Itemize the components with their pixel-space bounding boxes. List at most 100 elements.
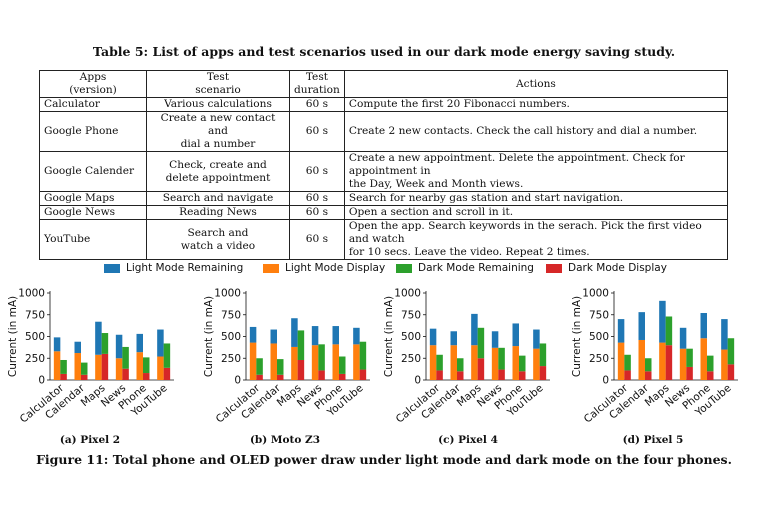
- cell-actions: Open the app. Search keywords in the ser…: [344, 220, 727, 260]
- bar-dark-display: [164, 368, 171, 380]
- header-duration: Test duration: [290, 71, 345, 98]
- bar-light-display: [250, 343, 257, 380]
- legend-label: Light Mode Display: [285, 262, 385, 274]
- bar-dark-remaining: [298, 330, 305, 360]
- cell-actions: Create a new appointment. Delete the app…: [344, 152, 727, 192]
- bar-light-display: [54, 351, 61, 380]
- bar-light-remaining: [54, 337, 61, 351]
- y-tick-label: 0: [234, 375, 241, 387]
- table-row: Google News Reading News 60 s Open a sec…: [40, 206, 728, 220]
- cell-scenario: Create a new contact and dial a number: [147, 112, 290, 152]
- bar-light-display: [116, 358, 123, 380]
- bar-dark-display: [707, 371, 714, 380]
- bar-light-display: [451, 345, 458, 380]
- bar-light-remaining: [333, 326, 340, 344]
- cell-scenario: Search and watch a video: [147, 220, 290, 260]
- y-tick-label: 750: [401, 309, 421, 321]
- bar-light-display: [492, 348, 499, 380]
- header-apps: Apps (version): [40, 71, 147, 98]
- cell-duration: 60 s: [290, 192, 345, 206]
- legend-swatch: [396, 264, 412, 273]
- bar-light-remaining: [721, 319, 728, 349]
- y-axis-label: Current (in mA): [383, 296, 395, 377]
- bar-light-display: [271, 343, 278, 380]
- chart-pixel-2: Current (in mA)02505007501000CalculatorC…: [2, 282, 180, 432]
- y-tick-label: 1000: [18, 288, 45, 300]
- bar-dark-remaining: [519, 356, 526, 372]
- bar-dark-display: [624, 370, 631, 380]
- bar-dark-display: [645, 371, 652, 380]
- bar-dark-display: [498, 370, 505, 380]
- cell-duration: 60 s: [290, 206, 345, 220]
- bar-dark-display: [298, 360, 305, 380]
- y-tick-label: 0: [414, 375, 421, 387]
- bar-dark-display: [686, 367, 693, 380]
- bar-light-display: [513, 346, 520, 380]
- bar-light-remaining: [137, 334, 144, 352]
- bar-light-display: [701, 338, 708, 380]
- y-tick-label: 250: [401, 353, 421, 365]
- subcaption-pixel-2: (a) Pixel 2: [20, 434, 160, 446]
- cell-scenario: Various calculations: [147, 98, 290, 112]
- y-axis-label: Current (in mA): [7, 296, 19, 377]
- legend-swatch: [546, 264, 562, 273]
- bar-dark-remaining: [540, 343, 547, 366]
- cell-app: Google Calender: [40, 152, 147, 192]
- bar-light-remaining: [680, 328, 687, 349]
- bar-light-display: [75, 353, 82, 380]
- cell-scenario: Check, create and delete appointment: [147, 152, 290, 192]
- y-tick-label: 1000: [582, 288, 609, 300]
- y-axis-label: Current (in mA): [571, 296, 583, 377]
- cell-duration: 60 s: [290, 98, 345, 112]
- bar-dark-remaining: [686, 349, 693, 367]
- cell-app: Google Phone: [40, 112, 147, 152]
- y-tick-label: 500: [25, 331, 45, 343]
- bar-dark-display: [728, 364, 735, 380]
- bar-dark-remaining: [339, 357, 346, 374]
- y-tick-label: 750: [589, 309, 609, 321]
- y-tick-label: 250: [25, 353, 45, 365]
- bar-dark-display: [360, 370, 367, 380]
- cell-app: Google News: [40, 206, 147, 220]
- y-tick-label: 750: [25, 309, 45, 321]
- bar-dark-display: [540, 366, 547, 380]
- bar-light-display: [680, 349, 687, 380]
- bar-dark-remaining: [360, 342, 367, 370]
- cell-actions: Open a section and scroll in it.: [344, 206, 727, 220]
- table-row: Google Maps Search and navigate 60 s Sea…: [40, 192, 728, 206]
- bar-dark-remaining: [498, 348, 505, 370]
- bar-dark-remaining: [318, 344, 325, 370]
- bar-dark-display: [457, 371, 464, 380]
- cell-scenario: Search and navigate: [147, 192, 290, 206]
- table-row: Google Calender Check, create and delete…: [40, 152, 728, 192]
- legend-swatch: [104, 264, 120, 273]
- y-tick-label: 1000: [394, 288, 421, 300]
- bar-light-remaining: [250, 327, 257, 343]
- y-tick-label: 250: [221, 353, 241, 365]
- bar-light-display: [471, 345, 478, 380]
- bar-light-display: [430, 345, 437, 380]
- bar-dark-display: [318, 370, 325, 380]
- cell-app: Calculator: [40, 98, 147, 112]
- bar-dark-remaining: [81, 363, 88, 375]
- bar-light-display: [618, 343, 625, 380]
- bar-light-remaining: [157, 330, 164, 357]
- subcaption-pixel-4: (c) Pixel 4: [398, 434, 538, 446]
- bar-dark-display: [277, 375, 284, 380]
- bar-dark-display: [143, 373, 150, 380]
- bar-light-remaining: [312, 326, 319, 345]
- bar-light-display: [353, 344, 360, 380]
- bar-dark-remaining: [164, 343, 171, 367]
- bar-light-remaining: [291, 318, 298, 347]
- bar-light-remaining: [533, 330, 540, 349]
- bar-dark-remaining: [436, 355, 442, 371]
- bar-dark-remaining: [277, 359, 284, 375]
- y-tick-label: 0: [38, 375, 45, 387]
- bar-dark-remaining: [707, 356, 714, 372]
- bar-light-display: [533, 349, 540, 380]
- cell-app: YouTube: [40, 220, 147, 260]
- bar-dark-display: [81, 375, 88, 380]
- bar-light-remaining: [451, 331, 458, 345]
- figure-caption: Figure 11: Total phone and OLED power dr…: [0, 452, 768, 467]
- legend-swatch: [263, 264, 279, 273]
